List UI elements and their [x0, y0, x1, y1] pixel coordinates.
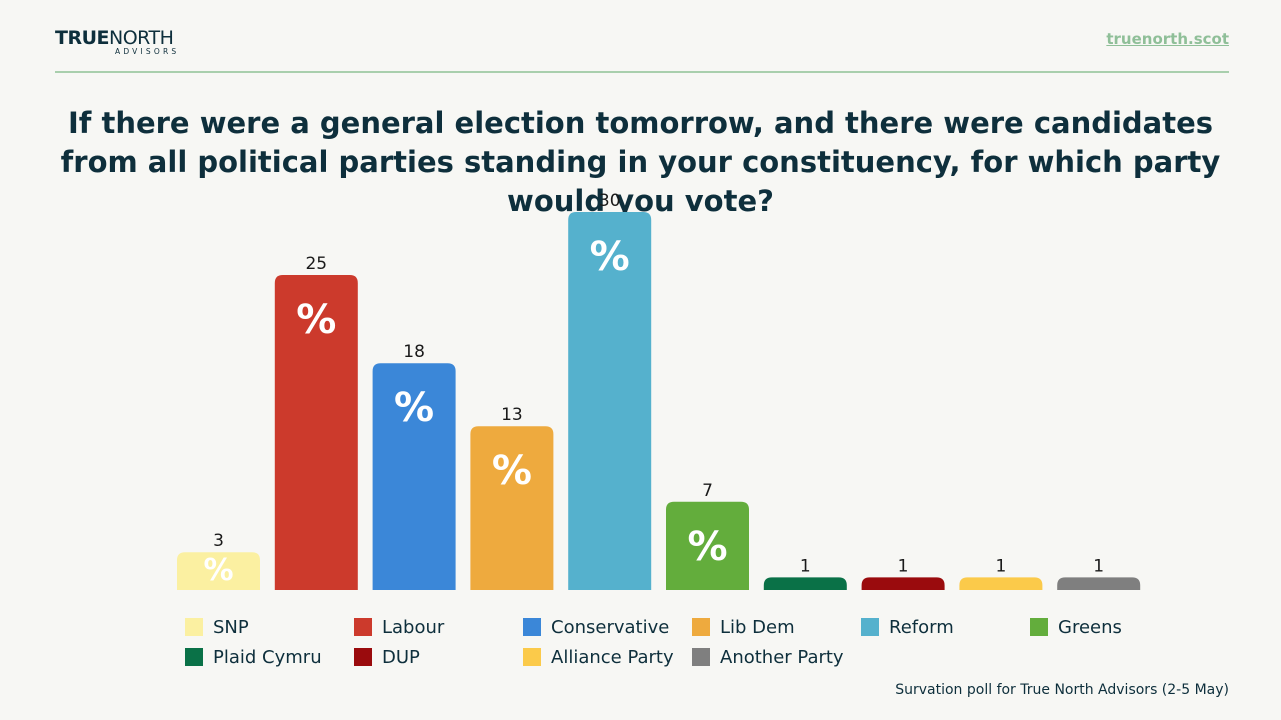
value-label: 13 [501, 405, 523, 425]
bar-greens [666, 501, 749, 590]
legend-swatch [354, 618, 372, 636]
legend-swatch [354, 648, 372, 666]
legend-item: DUP [354, 646, 523, 668]
bar-another-party [1057, 577, 1141, 590]
percent-symbol: % [394, 385, 434, 431]
value-label: 1 [800, 556, 811, 576]
source-note: Survation poll for True North Advisors (… [895, 682, 1229, 698]
legend-label: DUP [382, 646, 420, 668]
chart-legend: SNP Labour Conservative Lib Dem Reform Greens… [185, 616, 1185, 668]
value-label: 1 [1093, 556, 1104, 576]
legend-label: Labour [382, 616, 445, 638]
value-label: 7 [702, 481, 713, 501]
legend-swatch [692, 648, 710, 666]
percent-symbol: % [296, 297, 336, 343]
bar-chart: 3% 25% 18% 13% 30% 7% 1 1 1 1 [177, 191, 1141, 590]
logo-true: TRUE [55, 27, 110, 49]
bar-dup [861, 577, 945, 590]
bar-labour [274, 275, 358, 590]
value-label: 18 [403, 342, 425, 362]
legend-item: Plaid Cymru [185, 646, 354, 668]
legend-swatch [523, 618, 541, 636]
percent-symbol: % [687, 524, 727, 570]
legend-label: Lib Dem [720, 616, 795, 638]
bar-plaid-cymru [763, 577, 847, 590]
value-label: 25 [305, 254, 327, 274]
legend-label: Plaid Cymru [213, 646, 322, 668]
legend-label: Alliance Party [551, 646, 674, 668]
legend-item: Reform [861, 616, 1030, 638]
legend-label: SNP [213, 616, 249, 638]
legend-item: Another Party [692, 646, 861, 668]
legend-label: Reform [889, 616, 954, 638]
legend-swatch [692, 618, 710, 636]
logo-wordmark: TRUENORTH [55, 28, 179, 48]
legend-swatch [185, 648, 203, 666]
legend-swatch [1030, 618, 1048, 636]
legend-swatch [185, 618, 203, 636]
site-link[interactable]: truenorth.scot [1106, 30, 1229, 48]
legend-item: SNP [185, 616, 354, 638]
legend-item: Greens [1030, 616, 1185, 638]
logo-north: NORTH [109, 27, 174, 49]
legend-item: Labour [354, 616, 523, 638]
bar-conservative [372, 363, 456, 590]
bar-alliance-party [959, 577, 1043, 590]
brand-logo: TRUENORTH ADVISORS [55, 28, 179, 56]
value-label: 1 [995, 556, 1006, 576]
value-label: 1 [898, 556, 909, 576]
legend-item: Lib Dem [692, 616, 861, 638]
legend-label: Another Party [720, 646, 844, 668]
legend-item: Alliance Party [523, 646, 692, 668]
header-divider [55, 71, 1229, 73]
legend-item: Conservative [523, 616, 692, 638]
value-label: 30 [599, 191, 621, 211]
legend-label: Conservative [551, 616, 670, 638]
bar-lib-dem [470, 426, 554, 590]
value-label: 3 [213, 531, 224, 551]
percent-symbol: % [492, 448, 532, 494]
legend-label: Greens [1058, 616, 1122, 638]
percent-symbol: % [203, 553, 233, 588]
bar-snp [177, 552, 260, 590]
legend-swatch [861, 618, 879, 636]
logo-subtitle: ADVISORS [115, 47, 180, 56]
bar-reform [568, 212, 652, 590]
percent-symbol: % [590, 234, 630, 280]
legend-swatch [523, 648, 541, 666]
